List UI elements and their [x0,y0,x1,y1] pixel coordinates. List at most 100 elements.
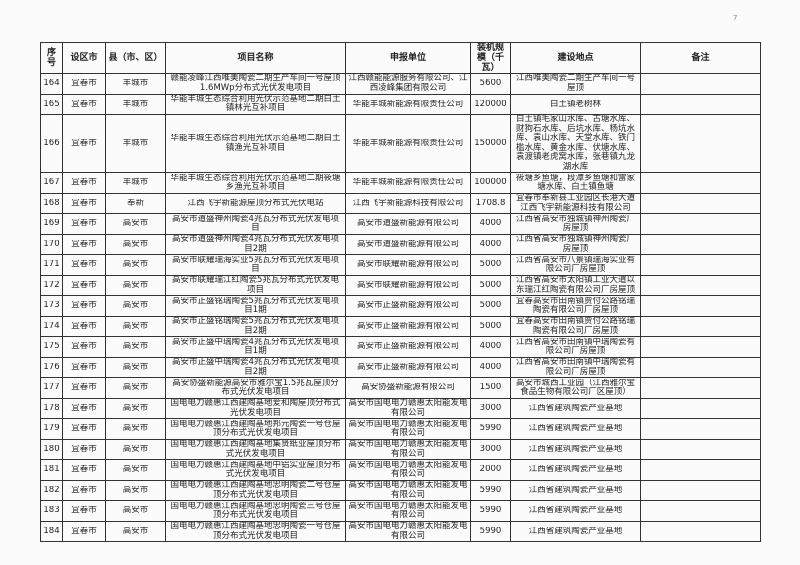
cell-text: 高安市 [122,342,149,352]
table-cell [640,459,761,481]
cell-text: 167 [43,178,60,188]
table-cell: 丰城市 [105,73,166,95]
cell-text: 高安市正盛中瑞陶瓷4兆瓦分布式光伏发电项目1期 [172,337,339,357]
cell-text: 宜春市 [71,178,97,188]
table-cell: 国电电力赣惠江西建陶基地忠明陶瓷二号仓屋顶分布式光伏发电项目 [165,479,346,502]
table-cell: 白土镇老树林 [510,93,641,116]
cell-text: 高安市国电电力赣惠太阳能发电有限公司 [348,522,468,541]
header-cell: 申报单位 [345,41,471,75]
table-cell: 高安市道盛新能源有限公司 [345,213,471,235]
cell-text: 179 [43,424,60,434]
cell-text: 江西省建筑陶瓷产业基地 [528,526,623,536]
table-row: 165 宜春市 丰城市 华能丰城生态综合利用光伏示范基地二期白土镇林光互补项目 华能丰城… [40,93,761,116]
cell-text: 高安市 [122,403,149,413]
cell-text: 174 [43,321,60,331]
table-cell: 国电电力赣惠江西建陶基地爱和陶屋顶分布式光伏发电项目 [165,397,346,420]
cell-text: 华能丰城生态综合利用光伏示范基地二期白土镇渔光互补项目 [170,134,341,153]
table-cell: 高安市 [105,356,166,379]
table-row: 175 宜春市 高安市 高安市正盛中瑞陶瓷4兆瓦分布式光伏发电项目1期 高安市正盛新能源… [40,336,761,358]
table-cell: 赣能凌峰江西唯美陶瓷二期生产车间一号屋顶1.6MWp分布式光伏发电项目 [165,73,346,95]
cell-text: 江西省建筑陶瓷产业基地 [528,424,623,434]
table-cell: 高安市正盛中瑞陶瓷4兆瓦分布式光伏发电项目2期 [165,356,346,379]
table-cell: 173 [40,295,63,317]
cell-text: 高安市正盛新能源有限公司 [356,301,459,311]
table-cell: 江西省建筑陶瓷产业基地 [510,500,641,522]
table-cell: 江西唯美陶瓷二期生产车间一号屋顶 [510,73,641,95]
table-cell: 1500 [470,377,511,399]
cell-text: 5000 [479,301,502,311]
cell-text: 高安市联耀新能源有限公司 [356,280,459,290]
table-cell: 5000 [470,295,511,317]
table-cell: 宜春高安市田南镇贾付公路铭瑞陶瓷有限公司厂房屋顶 [510,315,641,338]
cell-text: 丰城市 [122,79,149,89]
table-cell: 高安市 [105,295,166,317]
table-cell: 1708.8 [470,192,511,215]
table-cell: 高安市正盛中瑞陶瓷4兆瓦分布式光伏发电项目1期 [165,336,346,358]
table-row: 179 宜春市 高安市 国电电力赣惠江西建陶基地邦元陶瓷一号仓屋顶分布式光伏发电项目高… [40,418,761,440]
table-cell: 江西省高安市八景镇瑞海实业有限公司厂房屋顶 [510,254,641,276]
cell-text: 100000 [474,178,507,188]
cell-text: 宜春市 [71,342,97,352]
table-cell [640,73,761,95]
cell-text: 国电电力赣惠江西建陶基地邦元陶瓷一号仓屋顶分布式光伏发电项目 [170,419,341,439]
table-cell: 宜春市 [62,254,106,276]
table-cell: 高安市道盛神州陶瓷4兆瓦分布式光伏发电项目 [165,213,346,235]
table-cell: 宜春市 [62,93,106,116]
cell-text: 江西省建筑陶瓷产业基地 [528,506,623,516]
table-cell: 宜春市 [62,418,106,440]
cell-text: 宜春市 [71,260,97,270]
table-cell: 宜春市 [62,336,106,358]
table-cell [640,295,761,317]
cell-text: 高安市道盛神州陶瓷4兆瓦分布式光伏发电项目2期 [172,235,339,254]
cell-text: 宜春市 [71,444,97,454]
table-cell: 4000 [470,213,511,235]
cell-text: 165 [43,99,60,109]
table-row: 166 宜春市 丰城市 华能丰城生态综合利用光伏示范基地二期白土镇渔光互补项目 华能丰城… [40,114,761,174]
cell-text: 国电电力赣惠江西建陶基地忠明陶瓷二号仓屋顶分布式光伏发电项目 [170,481,341,500]
cell-text: 高安市 [122,506,149,516]
table-cell: 178 [40,397,63,420]
table-cell: 5000 [470,274,511,297]
cell-text: 宜春高安市田南镇贾付公路铭瑞陶瓷有限公司厂房屋顶 [515,317,635,336]
cell-text: 高安市正盛新能源有限公司 [356,321,459,331]
cell-text: 2000 [479,465,502,475]
cell-text: 宜春市 [71,99,97,109]
table-cell: 5990 [470,500,511,522]
table-cell: 宜春市 [62,520,106,543]
cell-text: 宜春市 [71,219,97,229]
cell-text: 江西省建筑陶瓷产业基地 [528,465,623,475]
table-cell: 高安协盛新能源高安市雅尔宝1.5兆瓦屋顶分布式光伏发电项目 [165,377,346,399]
cell-text: 高安市城西工业园（江西雅尔宝食品生物有限公司厂区屋顶） [515,378,635,398]
cell-text: 高安市 [122,424,149,434]
table-cell: 高安市联耀新能源有限公司 [345,254,471,276]
cell-text: 华能丰城新能源有限责任公司 [352,139,464,149]
table-cell: 江西赣能能源服务有限公司、江西凌峰集团有限公司 [345,73,471,95]
cell-text: 丰城市 [122,139,149,149]
cell-text: 170 [43,239,60,249]
cell-text: 高安市联耀瑞江红陶瓷5兆瓦分布式光伏发电项目 [172,276,339,295]
cell-text: 高安市正盛铭瑞陶瓷5兆瓦分布式光伏发电项目2期 [172,317,339,336]
cell-text: 江西飞宇新能源屋顶分布式光伏电站 [187,198,324,208]
table-cell [640,356,761,379]
table-cell: 宜春市 [62,114,106,174]
cell-text: 江西省高安市太阳镇工业大道以东瑞江红陶瓷有限公司厂房屋顶 [515,276,635,295]
table-row: 180 宜春市 高安市 国电电力赣惠江西建陶基地集贤纸业屋顶分布式光伏发电项目 高安市国… [40,438,761,461]
table-cell: 江西省建筑陶瓷产业基地 [510,438,641,461]
cell-text: 173 [43,301,60,311]
cell-text: 江西省高安市田南镇中瑞陶瓷有限公司厂房屋顶 [515,358,635,377]
cell-text: 宜春市 [71,280,97,290]
cell-text: 国电电力赣惠江西建陶基地忠明陶瓷一号仓屋顶分布式光伏发电项目 [170,522,341,541]
table-cell: 宜春高安市田南镇贾付公路铭瑞陶瓷有限公司厂房屋顶 [510,295,641,317]
cell-text: 高安市正盛新能源有限公司 [356,342,459,352]
cell-text: 宜春市 [71,465,97,475]
table-cell: 高安市 [105,213,166,235]
table-cell: 高安市联耀瑞海实业5兆瓦分布式光伏发电项目 [165,254,346,276]
table-row: 183 宜春市 高安市 国电电力赣惠江西建陶基地忠明陶瓷三号仓屋顶分布式光伏发电项目高… [40,500,761,522]
cell-text: 高安市国电电力赣惠太阳能发电有限公司 [348,419,468,439]
cell-text: 高安市 [122,444,149,454]
cell-text: 176 [43,362,60,372]
table-cell: 172 [40,274,63,297]
cell-text: 高安市 [122,362,149,372]
cell-text: 169 [43,219,60,229]
table-cell: 177 [40,377,63,399]
